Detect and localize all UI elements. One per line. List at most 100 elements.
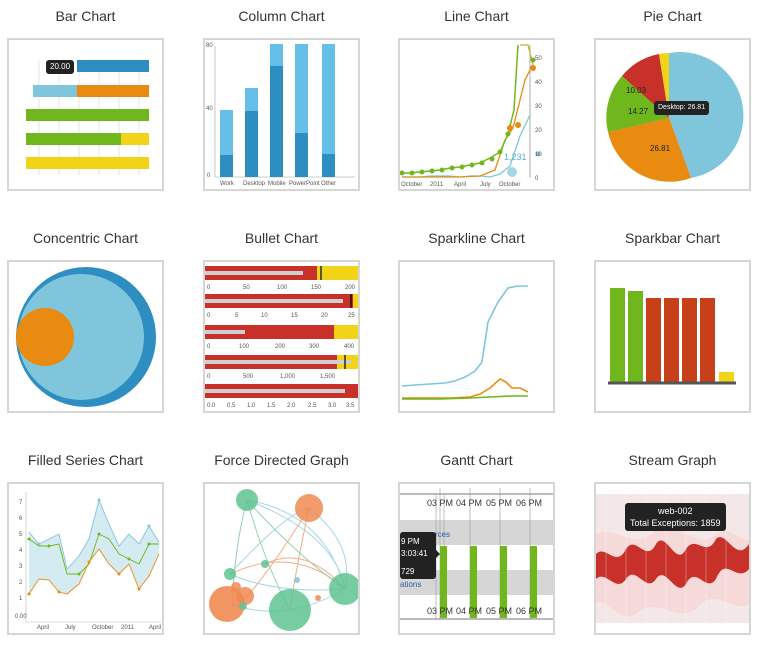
svg-text:400: 400 xyxy=(344,344,355,350)
svg-text:1: 1 xyxy=(19,596,23,602)
pie-tooltip: Desktop: 26.81 xyxy=(654,101,710,115)
pie-label: 26.81 xyxy=(650,144,671,153)
sparkbar-chart-thumbnail[interactable] xyxy=(594,260,751,413)
svg-text:April: April xyxy=(149,625,161,631)
bar-1 xyxy=(77,60,149,72)
stream-graph-thumbnail[interactable]: web-002 Total Exceptions: 1859 xyxy=(594,482,751,635)
column-chart-thumbnail[interactable]: 80 40 0 Work Desktop Mobile PowerPoint O… xyxy=(203,38,360,191)
sparkbar-5 xyxy=(682,298,697,382)
svg-text:0.00: 0.00 xyxy=(15,614,27,620)
gantt-chart-thumbnail[interactable]: 03 PM 04 PM 05 PM 06 PM 03 PM 04 PM 05 P… xyxy=(398,482,555,635)
line-xtick: October xyxy=(401,182,422,188)
svg-text:100: 100 xyxy=(239,344,250,350)
bar-chart-title[interactable]: Bar Chart xyxy=(55,8,116,24)
force-directed-graph-thumbnail[interactable] xyxy=(203,482,360,635)
concentric-chart-title[interactable]: Concentric Chart xyxy=(32,230,139,246)
pie-slice-orange xyxy=(608,118,691,182)
force-directed-graph-title[interactable]: Force Directed Graph xyxy=(214,452,349,468)
sparkline-chart-title[interactable]: Sparkline Chart xyxy=(428,230,525,246)
line-xtick: 2011 xyxy=(430,182,444,188)
gantt-bar xyxy=(470,546,477,618)
svg-text:ations: ations xyxy=(400,580,421,589)
svg-text:July: July xyxy=(65,625,76,631)
svg-text:October: October xyxy=(92,625,113,631)
svg-text:April: April xyxy=(37,625,49,631)
svg-text:2: 2 xyxy=(19,580,23,586)
filled-series-chart-title[interactable]: Filled Series Chart xyxy=(27,452,144,468)
column-5b xyxy=(322,154,335,177)
line-chart-title[interactable]: Line Chart xyxy=(444,8,509,24)
concentric-inner xyxy=(16,308,74,366)
pie-chart-title[interactable]: Pie Chart xyxy=(643,8,702,24)
svg-text:2.0: 2.0 xyxy=(287,403,296,409)
bar-tooltip: 20.00 xyxy=(46,60,75,74)
bar-4b xyxy=(121,133,149,145)
line-ytick: 40 xyxy=(535,80,542,86)
stream-main xyxy=(596,537,749,588)
node xyxy=(231,582,241,592)
bar-2b xyxy=(77,85,149,97)
gantt-chart-title[interactable]: Gantt Chart xyxy=(440,452,513,468)
svg-text:2.5: 2.5 xyxy=(308,403,317,409)
sparkline-blue xyxy=(401,285,528,387)
line-xtick: October xyxy=(499,182,520,188)
column-3b xyxy=(270,66,283,177)
node xyxy=(261,560,269,568)
column-4b xyxy=(295,133,308,177)
svg-text:05 PM: 05 PM xyxy=(486,498,512,508)
svg-text:200: 200 xyxy=(275,344,286,350)
pie-chart-thumbnail[interactable]: 10.03 14.27 26.81 6 Desktop: 26.81 xyxy=(594,38,751,191)
svg-text:6: 6 xyxy=(19,516,23,522)
svg-text:7: 7 xyxy=(19,500,23,506)
filled-series-chart-thumbnail[interactable]: 7 6 5 4 3 2 1 0.00 April July October 20… xyxy=(7,482,164,635)
svg-text:150: 150 xyxy=(311,285,322,291)
svg-text:3.0: 3.0 xyxy=(328,403,337,409)
svg-text:5: 5 xyxy=(235,313,239,319)
svg-text:5: 5 xyxy=(19,532,23,538)
bar-5 xyxy=(26,157,149,169)
node xyxy=(236,489,258,511)
column-chart-title[interactable]: Column Chart xyxy=(238,8,325,24)
svg-text:03 PM: 03 PM xyxy=(427,498,453,508)
svg-text:3.5: 3.5 xyxy=(346,403,355,409)
gantt-bar xyxy=(500,546,507,618)
svg-text:1,500: 1,500 xyxy=(320,374,336,380)
svg-text:9 PM: 9 PM xyxy=(401,537,420,546)
svg-text:200: 200 xyxy=(345,285,356,291)
sparkbar-1 xyxy=(610,288,625,382)
bullet-chart-title[interactable]: Bullet Chart xyxy=(244,230,319,246)
pie-label: 10.03 xyxy=(626,86,647,95)
node xyxy=(295,494,323,522)
stream-graph-title[interactable]: Stream Graph xyxy=(628,452,717,468)
line-chart-thumbnail[interactable]: October 2011 April July October 50 40 30… xyxy=(398,38,555,191)
bullet-chart-thumbnail[interactable]: 0 50 100 150 200 0 5 10 15 20 25 xyxy=(203,260,360,413)
svg-text:4: 4 xyxy=(19,548,23,554)
pie-slice-light-blue xyxy=(669,52,744,178)
svg-text:1.5: 1.5 xyxy=(267,403,276,409)
sparkbar-2 xyxy=(628,291,643,382)
sparkline-chart-thumbnail[interactable] xyxy=(398,260,555,413)
column-2b xyxy=(245,111,258,177)
column-1b xyxy=(220,155,233,177)
svg-text:3:03:41: 3:03:41 xyxy=(401,549,428,558)
concentric-middle xyxy=(18,274,144,400)
line-series-orange xyxy=(402,69,531,178)
line-xtick: April xyxy=(454,182,466,188)
column-xtick: Mobile xyxy=(268,181,286,187)
svg-text:04 PM: 04 PM xyxy=(456,606,482,616)
svg-text:0: 0 xyxy=(207,344,211,350)
bar-chart-thumbnail[interactable]: 20.00 xyxy=(7,38,164,191)
sparkbar-6 xyxy=(700,298,715,382)
svg-text:0: 0 xyxy=(207,285,211,291)
svg-text:0.0: 0.0 xyxy=(207,403,216,409)
sparkbar-chart-title[interactable]: Sparkbar Chart xyxy=(625,230,720,246)
line-label: 1,231 xyxy=(504,152,527,162)
svg-text:03 PM: 03 PM xyxy=(427,606,453,616)
concentric-chart-thumbnail[interactable] xyxy=(7,260,164,413)
node xyxy=(269,589,311,631)
line-ytick: 30 xyxy=(535,104,542,110)
svg-text:20: 20 xyxy=(321,313,328,319)
node xyxy=(224,568,236,580)
column-ytick: 40 xyxy=(206,106,213,112)
